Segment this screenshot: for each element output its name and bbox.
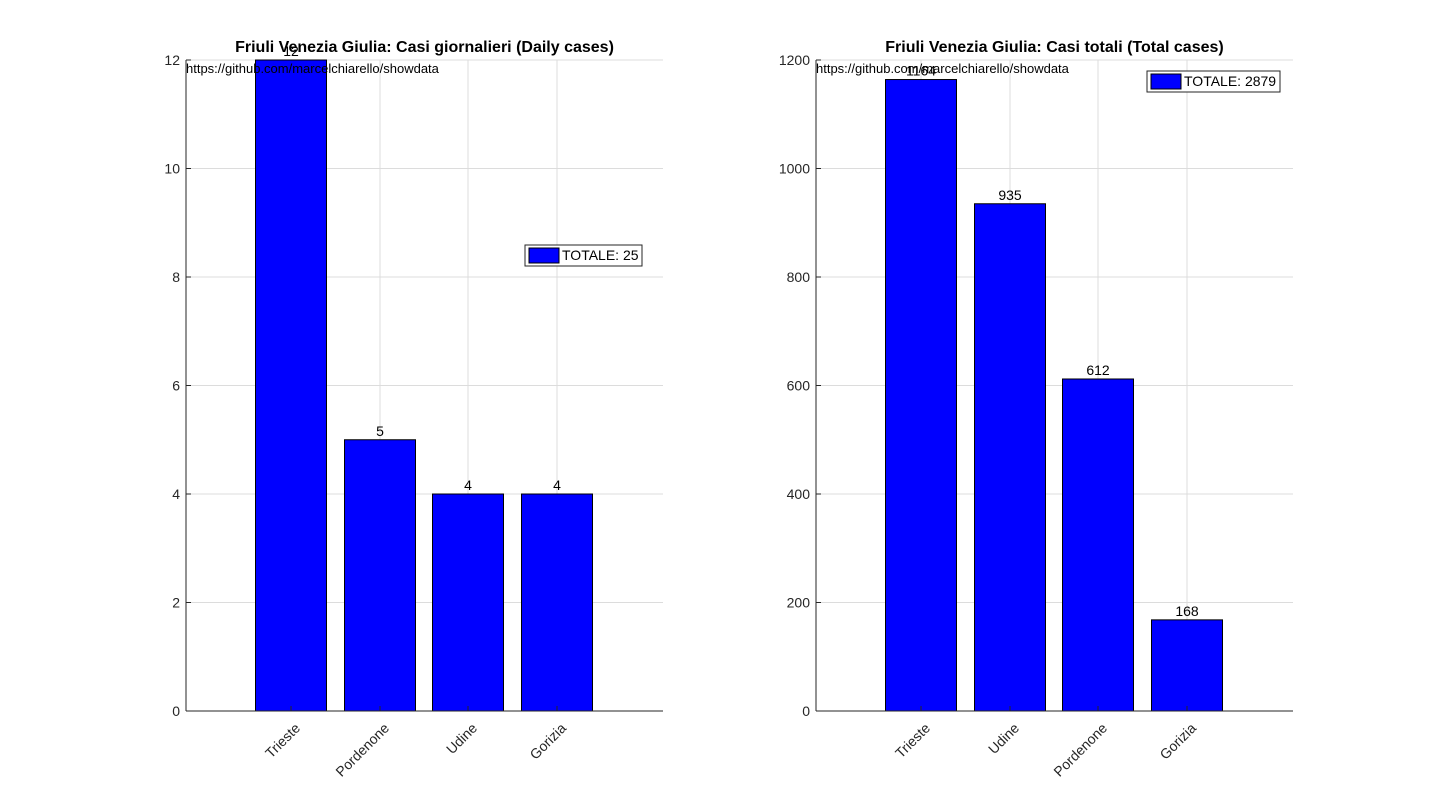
bar-pordenone — [344, 439, 416, 712]
bar-udine — [432, 493, 504, 712]
total-source-text: https://github.com/marcelchiarello/showd… — [816, 61, 1070, 76]
total-legend: TOTALE: 2879 — [1146, 70, 1281, 93]
value-label: 4 — [464, 477, 472, 493]
bar-udine — [974, 203, 1046, 712]
y-tick-label: 800 — [787, 269, 811, 285]
total-y-ticks: 0 200 400 600 800 1000 1200 — [779, 52, 810, 719]
value-label: 12 — [283, 43, 299, 59]
total-value-labels: 1164 935 612 168 — [906, 63, 1199, 619]
y-tick-label: 1200 — [779, 52, 810, 68]
y-tick-label: 10 — [164, 161, 180, 177]
y-tick-label: 1000 — [779, 161, 810, 177]
daily-value-labels: 12 5 4 4 — [283, 43, 561, 493]
daily-y-ticks: 0 2 4 6 8 10 12 — [164, 52, 180, 719]
y-tick-label: 2 — [172, 595, 180, 611]
daily-legend: TOTALE: 25 — [524, 244, 643, 267]
y-tick-label: 6 — [172, 378, 180, 394]
y-tick-label: 8 — [172, 269, 180, 285]
total-axes — [815, 59, 1293, 712]
total-legend-swatch — [1150, 73, 1182, 90]
bar-trieste — [885, 79, 957, 712]
total-bars — [885, 79, 1223, 712]
y-tick-label: 200 — [787, 595, 811, 611]
y-tick-label: 0 — [802, 703, 810, 719]
daily-chart-title: Friuli Venezia Giulia: Casi giornalieri … — [235, 39, 614, 56]
y-tick-label: 400 — [787, 486, 811, 502]
bar-gorizia — [1151, 619, 1223, 712]
daily-legend-text: TOTALE: 25 — [562, 247, 639, 263]
value-label: 612 — [1086, 362, 1110, 378]
daily-legend-swatch — [528, 247, 560, 264]
daily-source-text: https://github.com/marcelchiarello/showd… — [186, 61, 440, 76]
bar-pordenone — [1062, 378, 1134, 712]
value-label: 1164 — [906, 63, 936, 79]
bar-trieste — [255, 59, 327, 712]
value-label: 5 — [376, 423, 384, 439]
value-label: 168 — [1175, 603, 1199, 619]
y-tick-label: 0 — [172, 703, 180, 719]
y-tick-label: 600 — [787, 378, 811, 394]
y-tick-label: 12 — [164, 52, 180, 68]
value-label: 935 — [998, 187, 1022, 203]
daily-axes — [185, 59, 663, 712]
y-tick-label: 4 — [172, 486, 180, 502]
total-chart-title: Friuli Venezia Giulia: Casi totali (Tota… — [885, 39, 1223, 56]
bar-gorizia — [521, 493, 593, 712]
value-label: 4 — [553, 477, 561, 493]
daily-bars — [255, 59, 593, 712]
total-legend-text: TOTALE: 2879 — [1184, 73, 1276, 89]
